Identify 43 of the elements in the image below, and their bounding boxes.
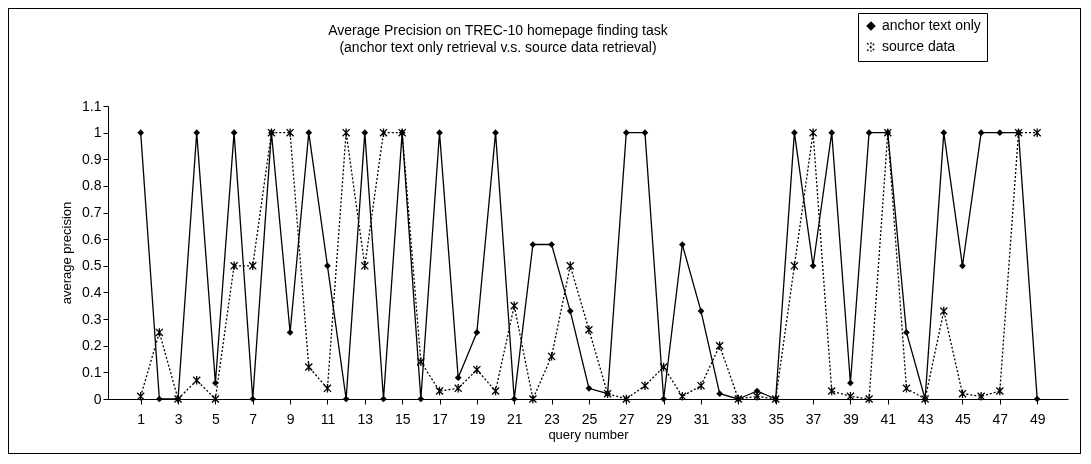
x-tick-label: 49 (1029, 410, 1046, 427)
x-tick-label: 41 (880, 410, 897, 427)
y-tick-label: 0.2 (82, 337, 102, 354)
x-tick-label: 25 (581, 410, 598, 427)
y-tick-label: 0.7 (82, 204, 102, 221)
x-tick-label: 21 (506, 410, 523, 427)
x-tick-label: 31 (693, 410, 710, 427)
x-tick-label: 27 (619, 410, 635, 427)
x-axis-title: query number (548, 426, 630, 442)
legend-label: anchor text only (882, 17, 981, 33)
legend-label: source data (882, 38, 956, 54)
x-tick-label: 19 (469, 410, 486, 427)
x-tick-label: 35 (768, 410, 785, 427)
x-tick-label: 17 (432, 410, 449, 427)
x-tick-label: 23 (544, 410, 561, 427)
x-tick-label: 43 (917, 410, 934, 427)
x-tick-label: 9 (286, 410, 295, 427)
x-tick-label: 11 (320, 410, 336, 427)
x-tick-label: 33 (731, 410, 747, 427)
x-tick-label: 1 (137, 410, 146, 427)
y-tick-label: 1 (93, 124, 102, 141)
x-tick-label: 37 (805, 410, 822, 427)
x-tick-label: 45 (955, 410, 971, 427)
y-tick-label: 0.8 (82, 177, 102, 194)
y-axis-title: average precision (59, 201, 75, 305)
chart-subtitle: (anchor text only retrieval v.s. source data retrieval) (339, 38, 657, 55)
y-tick-label: 0.9 (82, 150, 102, 167)
y-tick-label: 0.5 (82, 257, 102, 274)
x-tick-label: 29 (656, 410, 673, 427)
x-tick-label: 3 (174, 410, 183, 427)
y-tick-label: 0.4 (82, 283, 102, 300)
x-tick-label: 47 (992, 410, 1009, 427)
y-tick-label: 0 (93, 390, 102, 407)
x-tick-label: 13 (357, 410, 374, 427)
y-tick-label: 0.1 (82, 363, 102, 380)
x-tick-label: 15 (394, 410, 411, 427)
y-tick-label: 0.6 (82, 230, 102, 247)
x-tick-label: 7 (249, 410, 258, 427)
x-tick-label: 5 (211, 410, 220, 427)
y-tick-label: 0.3 (82, 310, 102, 327)
x-tick-label: 39 (843, 410, 859, 427)
chart-title: Average Precision on TREC-10 homepage finding task (328, 21, 669, 38)
y-tick-label: 1.1 (82, 97, 102, 114)
